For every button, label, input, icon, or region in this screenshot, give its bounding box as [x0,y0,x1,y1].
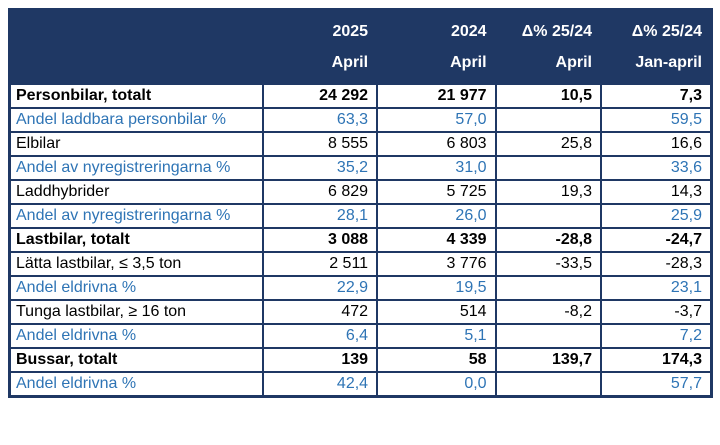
table-row-latta-lastbilar: Lätta lastbilar, ≤ 3,5 ton 2 511 3 776 -… [8,251,713,277]
value-delta-jan: 7,2 [600,323,713,349]
table-row-andel-eldrivna-latta: Andel eldrivna % 22,9 19,5 23,1 [8,275,713,301]
value-2025: 2 511 [261,251,379,277]
row-label: Andel eldrivna % [8,323,264,349]
table-row-andel-eldrivna-tunga: Andel eldrivna % 6,4 5,1 7,2 [8,323,713,349]
value-2024: 26,0 [376,203,497,229]
value-delta-april [494,203,603,229]
value-2025: 42,4 [261,371,379,398]
value-2025: 139 [261,347,379,373]
value-delta-jan: -28,3 [600,251,713,277]
table-row-bussar-totalt: Bussar, totalt 139 58 139,7 174,3 [8,347,713,373]
value-delta-jan: -3,7 [600,299,713,325]
value-2024: 4 339 [376,227,497,253]
value-2024: 5 725 [376,179,497,205]
row-label: Tunga lastbilar, ≥ 16 ton [8,299,264,325]
table-row-elbilar: Elbilar 8 555 6 803 25,8 16,6 [8,131,713,157]
value-delta-april: 19,3 [494,179,603,205]
row-label: Bussar, totalt [8,347,264,373]
row-label: Elbilar [8,131,264,157]
value-delta-jan: 23,1 [600,275,713,301]
row-label: Lastbilar, totalt [8,227,264,253]
header-period-delta-april: April [494,46,603,85]
registration-stats-table: 2025 2024 Δ% 25/24 Δ% 25/24 April April … [8,8,713,398]
row-label: Andel av nyregistreringarna % [8,155,264,181]
header-period-2024: April [376,46,497,85]
value-2024: 0,0 [376,371,497,398]
value-delta-jan: 16,6 [600,131,713,157]
value-delta-jan: 174,3 [600,347,713,373]
header-delta-janapril: Δ% 25/24 [600,8,713,48]
value-delta-jan: 33,6 [600,155,713,181]
header-row-year: 2025 2024 Δ% 25/24 Δ% 25/24 [8,8,713,48]
value-2025: 3 088 [261,227,379,253]
header-row-period: April April April Jan-april [8,46,713,85]
value-delta-april: 10,5 [494,83,603,109]
value-2024: 31,0 [376,155,497,181]
row-label: Andel laddbara personbilar % [8,107,264,133]
value-delta-jan: 7,3 [600,83,713,109]
value-delta-jan: 25,9 [600,203,713,229]
table-row-andel-nyreg-el: Andel av nyregistreringarna % 35,2 31,0 … [8,155,713,181]
value-delta-april: 25,8 [494,131,603,157]
value-2025: 28,1 [261,203,379,229]
header-period-delta-jan: Jan-april [600,46,713,85]
table-row-lastbilar-totalt: Lastbilar, totalt 3 088 4 339 -28,8 -24,… [8,227,713,253]
value-delta-april: -8,2 [494,299,603,325]
row-label: Laddhybrider [8,179,264,205]
header-corner [8,8,264,48]
value-2024: 57,0 [376,107,497,133]
value-2024: 5,1 [376,323,497,349]
value-2025: 472 [261,299,379,325]
value-2025: 6 829 [261,179,379,205]
table-row-andel-eldrivna-bussar: Andel eldrivna % 42,4 0,0 57,7 [8,371,713,398]
value-delta-april [494,371,603,398]
table-row-andel-laddbara: Andel laddbara personbilar % 63,3 57,0 5… [8,107,713,133]
value-2024: 6 803 [376,131,497,157]
value-delta-april: 139,7 [494,347,603,373]
value-delta-april: -28,8 [494,227,603,253]
value-2024: 19,5 [376,275,497,301]
value-2024: 3 776 [376,251,497,277]
value-delta-april: -33,5 [494,251,603,277]
table-row-tunga-lastbilar: Tunga lastbilar, ≥ 16 ton 472 514 -8,2 -… [8,299,713,325]
header-year-2024: 2024 [376,8,497,48]
row-label: Andel av nyregistreringarna % [8,203,264,229]
value-2025: 35,2 [261,155,379,181]
header-delta-april: Δ% 25/24 [494,8,603,48]
value-2025: 22,9 [261,275,379,301]
value-2024: 21 977 [376,83,497,109]
value-delta-jan: 14,3 [600,179,713,205]
row-label: Andel eldrivna % [8,275,264,301]
row-label: Lätta lastbilar, ≤ 3,5 ton [8,251,264,277]
table-row-andel-nyreg-laddhybrid: Andel av nyregistreringarna % 28,1 26,0 … [8,203,713,229]
value-delta-april [494,155,603,181]
value-delta-april [494,323,603,349]
value-delta-jan: -24,7 [600,227,713,253]
table-row-laddhybrider: Laddhybrider 6 829 5 725 19,3 14,3 [8,179,713,205]
value-delta-april [494,275,603,301]
table-row-personbilar-totalt: Personbilar, totalt 24 292 21 977 10,5 7… [8,83,713,109]
value-2025: 24 292 [261,83,379,109]
value-2024: 514 [376,299,497,325]
row-label: Personbilar, totalt [8,83,264,109]
value-2025: 6,4 [261,323,379,349]
header-year-2025: 2025 [261,8,379,48]
value-2025: 8 555 [261,131,379,157]
value-delta-jan: 57,7 [600,371,713,398]
table-body: Personbilar, totalt 24 292 21 977 10,5 7… [8,83,713,398]
value-delta-jan: 59,5 [600,107,713,133]
value-2024: 58 [376,347,497,373]
header-corner-2 [8,46,264,85]
row-label: Andel eldrivna % [8,371,264,398]
header-period-2025: April [261,46,379,85]
table-header: 2025 2024 Δ% 25/24 Δ% 25/24 April April … [8,8,713,85]
value-2025: 63,3 [261,107,379,133]
vehicle-registration-stats: 2025 2024 Δ% 25/24 Δ% 25/24 April April … [8,8,713,398]
value-delta-april [494,107,603,133]
